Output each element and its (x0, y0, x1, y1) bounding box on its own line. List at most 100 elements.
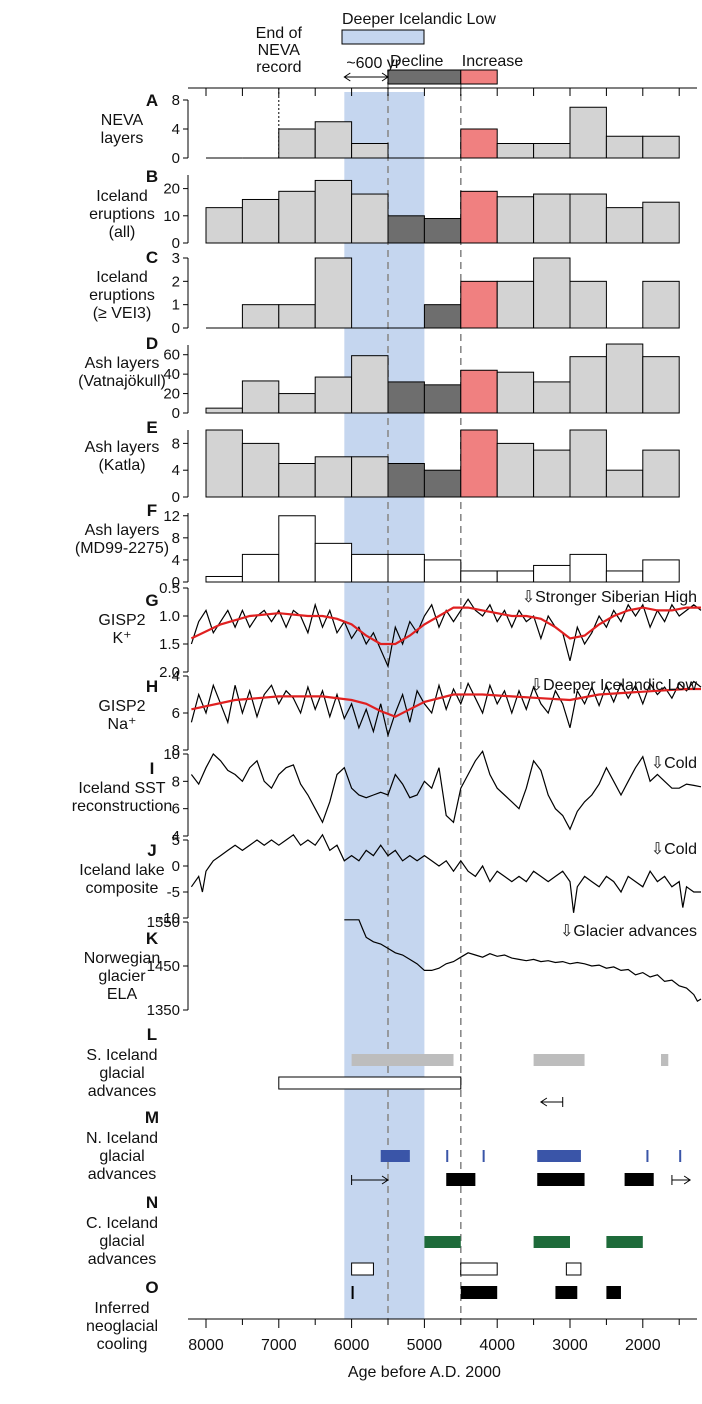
panel-letter-D: D (146, 334, 158, 353)
deeper-low-legend-label: Deeper Icelandic Low (342, 11, 496, 28)
panel-label-C: Iceland (96, 269, 148, 286)
n-iceland-blue-bar (537, 1150, 581, 1162)
bar-D (351, 355, 389, 414)
bar-F (605, 570, 644, 583)
bar-A (314, 121, 353, 159)
bar-E (460, 429, 498, 498)
y-tick-label-G: 2.0 (159, 664, 180, 681)
y-tick-label-C: 3 (172, 250, 180, 267)
panel-label-L: glacial (99, 1065, 144, 1082)
panel-label-N: advances (88, 1251, 157, 1268)
panel-label-K: glacier (98, 968, 146, 985)
bar-E (605, 469, 644, 498)
bar-E (314, 456, 353, 498)
y-tick-label-D: 60 (163, 347, 180, 364)
increase-legend-box (460, 69, 498, 85)
n-iceland-black-bar (537, 1173, 585, 1186)
annotation-I: ⇩Cold (651, 755, 697, 772)
bar-E (569, 429, 607, 498)
y-tick-label-B: 20 (163, 181, 180, 198)
panel-label-E: Ash layers (85, 439, 160, 456)
y-tick-label-G: 1.0 (159, 608, 180, 625)
bar-E (241, 442, 280, 498)
panel-label-I: Iceland SST (78, 780, 165, 797)
bar-B (241, 198, 280, 244)
bar-E (387, 463, 425, 498)
n-iceland-blue-tick (679, 1150, 682, 1162)
bar-A (605, 135, 644, 159)
y-tick-label-D: 20 (163, 386, 180, 403)
bar-B (314, 179, 353, 244)
y-tick-label-C: 1 (172, 297, 180, 314)
smooth-line-H (191, 687, 701, 718)
increase-label: Increase (462, 53, 523, 70)
panel-label-N: C. Iceland (86, 1215, 158, 1232)
annotation-J: ⇩Cold (651, 841, 697, 858)
panel-label-M: N. Iceland (86, 1130, 158, 1147)
bar-D (642, 356, 680, 414)
x-tick-label: 5000 (407, 1337, 443, 1354)
y-tick-label-A: 4 (172, 121, 180, 138)
bar-B (533, 193, 571, 244)
x-axis-title: Age before A.D. 2000 (348, 1364, 501, 1381)
series-line-G (190, 598, 702, 669)
panel-label-O: cooling (97, 1336, 148, 1353)
series-line-J (190, 833, 701, 913)
bar-F (278, 515, 316, 583)
smooth-line-G (190, 606, 701, 646)
end-of-record-label: record (256, 59, 301, 76)
n-iceland-blue-bar (380, 1150, 410, 1162)
bar-C (278, 304, 316, 329)
bar-D (387, 381, 425, 414)
y-tick-label-K: 1450 (147, 958, 180, 975)
y-tick-label-F: 12 (163, 508, 180, 525)
bar-B (460, 190, 498, 244)
y-tick-label-G: 1.5 (159, 636, 180, 653)
bar-D (423, 384, 462, 414)
c-iceland-green-bar (606, 1236, 643, 1248)
y-tick-label-D: 0 (172, 405, 180, 422)
bar-D (241, 380, 280, 414)
y-tick-label-J: -5 (167, 884, 180, 901)
bar-B (569, 193, 607, 244)
decline-legend-box (387, 69, 462, 85)
panel-label-J: Iceland lake (79, 862, 164, 879)
panel-letter-K: K (146, 929, 159, 948)
bar-F (351, 553, 389, 583)
c-iceland-green-bar (533, 1236, 570, 1248)
panel-label-B: (all) (109, 224, 136, 241)
bar-B (205, 207, 243, 244)
bar-D (460, 369, 498, 414)
panel-label-I: reconstruction (72, 798, 173, 815)
y-tick-label-J: -10 (158, 910, 180, 927)
panel-letter-I: I (150, 759, 155, 778)
panel-label-N: glacial (99, 1233, 144, 1250)
panel-letter-M: M (145, 1108, 159, 1127)
panel-label-A: NEVA (101, 112, 144, 129)
bar-F (642, 559, 680, 583)
n-iceland-arrow-head (381, 1175, 389, 1185)
y-tick-label-C: 2 (172, 273, 180, 290)
panel-letter-O: O (145, 1278, 158, 1297)
neoglacial-black-bar (351, 1286, 354, 1299)
bar-E (278, 463, 316, 498)
y-tick-label-A: 8 (172, 92, 180, 109)
bar-D (496, 371, 535, 414)
deeper-low-legend-swatch (341, 29, 425, 45)
n-iceland-blue-tick (446, 1150, 449, 1162)
x-tick-label: 4000 (479, 1337, 515, 1354)
panel-label-L: advances (88, 1083, 157, 1100)
y-tick-label-B: 0 (172, 235, 180, 252)
s-iceland-arrow-head (539, 1097, 548, 1107)
y-tick-label-K: 1350 (147, 1002, 180, 1019)
n-iceland-blue-tick (646, 1150, 649, 1162)
bar-A (642, 135, 680, 159)
x-tick-label: 7000 (261, 1337, 297, 1354)
y-tick-label-H: 4 (172, 668, 180, 685)
bar-C (241, 304, 280, 329)
y-tick-label-B: 10 (163, 208, 180, 225)
bar-A (351, 143, 389, 159)
panel-label-M: glacial (99, 1148, 144, 1165)
bar-A (460, 128, 498, 159)
y-tick-label-I: 8 (172, 773, 180, 790)
